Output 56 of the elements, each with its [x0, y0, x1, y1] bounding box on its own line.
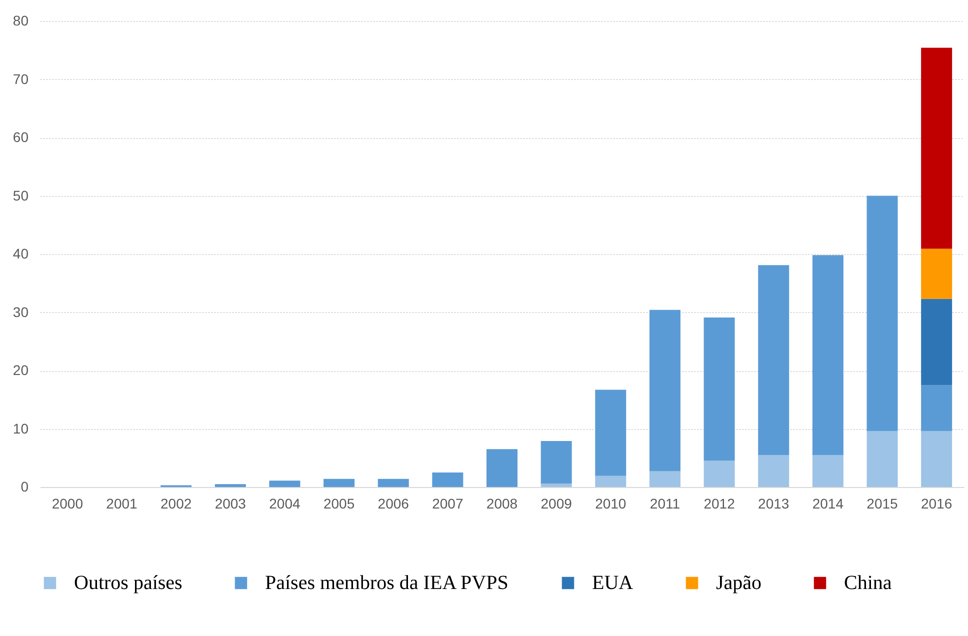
bar	[595, 390, 626, 476]
bar	[921, 48, 952, 249]
bar	[269, 480, 300, 487]
bar	[649, 471, 680, 487]
bar	[812, 454, 844, 487]
x-tick-label: 2005	[323, 496, 355, 512]
legend-label: EUA	[592, 572, 634, 594]
bar	[866, 431, 898, 487]
x-tick-label: 2014	[812, 496, 844, 512]
bar	[921, 385, 952, 432]
bar	[486, 449, 518, 487]
bar	[921, 248, 952, 299]
legend-label: China	[844, 572, 892, 594]
x-tick-label: 2004	[269, 496, 300, 512]
y-tick-label: 80	[12, 12, 29, 28]
x-tick-label: 2012	[704, 496, 736, 512]
bar	[324, 478, 355, 487]
y-tick-label: 10	[12, 420, 29, 436]
bar	[595, 476, 626, 487]
y-tick-label: 40	[12, 246, 29, 262]
bar	[432, 472, 464, 487]
bar	[758, 265, 790, 455]
x-tick-label: 2015	[866, 496, 898, 512]
y-tick-label: 30	[12, 304, 29, 320]
bar	[378, 478, 409, 487]
x-tick-label: 2006	[378, 496, 410, 512]
bar	[704, 317, 735, 461]
y-tick-label: 60	[12, 129, 29, 145]
legend-label: Japão	[716, 572, 762, 594]
x-tick-label: 2013	[758, 496, 790, 512]
bar	[866, 196, 898, 432]
x-tick-label: 2002	[160, 496, 192, 512]
x-tick-label: 2011	[650, 496, 680, 512]
bar	[921, 431, 952, 487]
y-tick-label: 20	[12, 362, 29, 378]
bar	[921, 298, 952, 386]
bar	[540, 484, 572, 487]
x-tick-label: 2008	[486, 496, 518, 512]
y-tick-label: 0	[20, 478, 29, 494]
x-tick-label: 2001	[106, 496, 138, 512]
x-tick-label: 2003	[214, 496, 246, 512]
legend-label: Outros países	[74, 572, 183, 594]
bar	[812, 255, 844, 455]
bar	[704, 460, 735, 487]
bar	[214, 484, 246, 487]
bar	[540, 440, 572, 484]
bar	[649, 310, 680, 472]
legend-label: Países membros da IEA PVPS	[265, 572, 508, 594]
x-tick-label: 2007	[432, 496, 464, 512]
x-tick-label: 2000	[52, 496, 84, 512]
x-tick-label: 2010	[595, 496, 626, 512]
y-tick-label: 70	[12, 70, 29, 87]
x-tick-label: 2009	[540, 496, 572, 512]
x-tick-label: 2016	[920, 496, 952, 512]
bar	[758, 454, 790, 487]
y-tick-label: 50	[12, 187, 29, 204]
